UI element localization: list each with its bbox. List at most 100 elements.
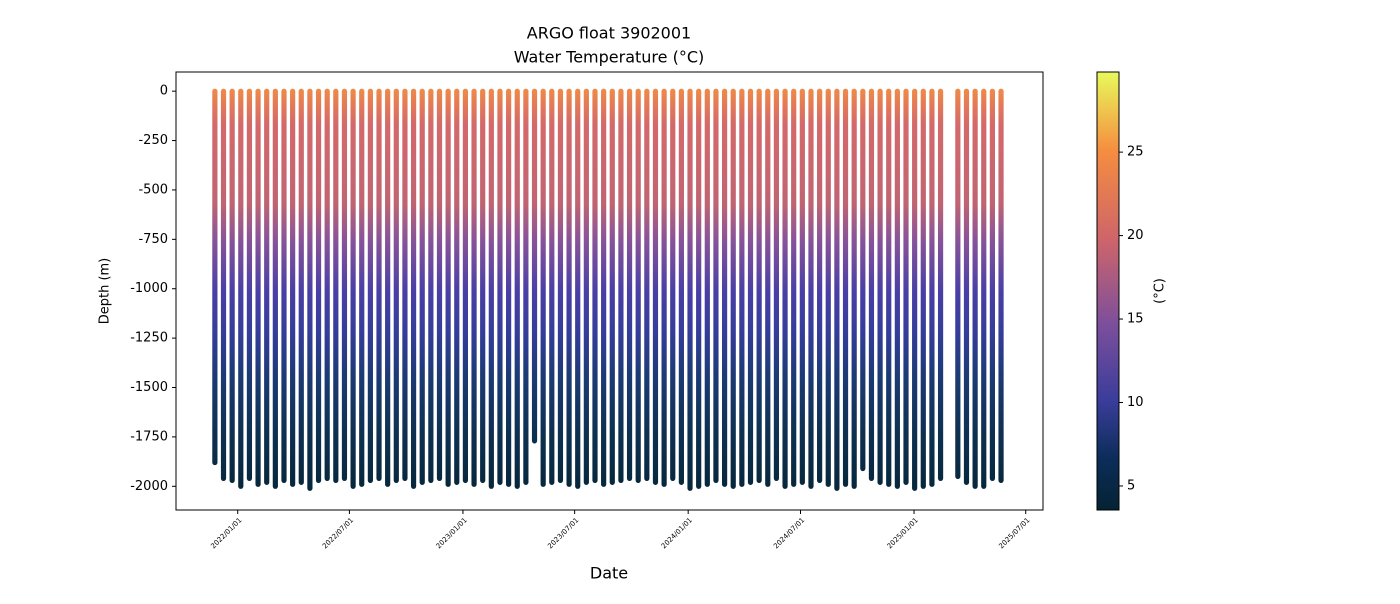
y-tick-label: 0 xyxy=(160,84,168,99)
profile xyxy=(989,88,995,481)
profile xyxy=(670,88,676,481)
profile xyxy=(955,88,961,480)
plot-frame xyxy=(175,71,1044,511)
profile xyxy=(687,88,693,491)
y-tick-label: -1000 xyxy=(130,281,168,296)
colorbar xyxy=(1096,71,1120,511)
profile xyxy=(678,88,684,485)
y-tick-label: -250 xyxy=(138,133,168,148)
profile xyxy=(385,88,391,487)
y-tick-label: -2000 xyxy=(130,479,168,494)
profile xyxy=(462,88,469,483)
profile xyxy=(255,88,261,487)
profile xyxy=(272,88,278,489)
profile xyxy=(307,88,313,491)
profile xyxy=(868,88,875,481)
profile xyxy=(454,88,460,485)
profile xyxy=(765,88,771,487)
profile xyxy=(860,88,866,472)
profile xyxy=(333,88,339,483)
y-tick-label: -1250 xyxy=(130,331,168,346)
profile xyxy=(601,88,607,487)
profile xyxy=(488,88,494,489)
profile xyxy=(359,88,365,487)
profile xyxy=(618,88,624,483)
profile xyxy=(549,88,555,485)
profile xyxy=(747,88,754,485)
profile xyxy=(842,88,849,487)
chart-title: ARGO float 3902001 xyxy=(527,24,691,43)
x-tick-label: 2025/07/01 xyxy=(997,516,1031,550)
profile xyxy=(886,88,892,487)
colorbar-tick-label: 15 xyxy=(1127,312,1144,327)
profile xyxy=(557,88,564,483)
profile xyxy=(894,88,900,489)
profile xyxy=(281,88,287,483)
x-tick-label: 2024/01/01 xyxy=(660,516,694,550)
profile xyxy=(566,88,572,487)
profile xyxy=(436,88,443,481)
colorbar-tick-label: 5 xyxy=(1127,478,1135,493)
profile xyxy=(877,88,883,485)
profile xyxy=(514,88,520,489)
profile xyxy=(523,88,529,485)
profile xyxy=(817,88,823,483)
profile xyxy=(531,88,538,444)
profile xyxy=(851,88,857,489)
x-axis-label: Date xyxy=(590,564,628,583)
profile xyxy=(773,88,780,481)
y-tick-label: -1500 xyxy=(130,380,168,395)
profile xyxy=(825,88,831,487)
profile xyxy=(652,88,659,485)
y-axis-label: Depth (m) xyxy=(98,258,113,325)
profile xyxy=(609,88,615,485)
x-tick-label: 2023/01/01 xyxy=(435,516,469,550)
profile xyxy=(402,88,408,481)
x-tick-label: 2023/07/01 xyxy=(546,516,580,550)
profile xyxy=(367,88,373,483)
profile xyxy=(324,88,330,481)
profile xyxy=(506,88,512,487)
colorbar-tick-label: 25 xyxy=(1127,145,1144,160)
profile xyxy=(626,88,633,481)
profile xyxy=(920,88,926,489)
profile xyxy=(428,88,434,483)
profile xyxy=(480,88,486,483)
profile xyxy=(739,88,745,487)
profile xyxy=(238,88,244,489)
profile xyxy=(756,88,762,483)
chart-subtitle: Water Temperature (°C) xyxy=(514,48,704,67)
profile xyxy=(661,88,667,487)
colorbar-tick-label: 10 xyxy=(1127,395,1144,410)
profile xyxy=(998,88,1004,483)
profile xyxy=(445,88,451,487)
profile xyxy=(937,88,944,481)
profile xyxy=(229,88,235,483)
profile xyxy=(497,88,503,485)
profile xyxy=(730,88,736,489)
profile xyxy=(929,88,935,487)
profile xyxy=(376,88,382,481)
profile xyxy=(350,88,356,489)
profile xyxy=(290,88,296,487)
profile xyxy=(972,88,978,489)
profile xyxy=(419,88,425,485)
profile xyxy=(315,88,322,483)
profile xyxy=(963,88,970,485)
profile xyxy=(575,88,581,489)
profile xyxy=(834,88,840,491)
profile xyxy=(471,88,477,487)
profile xyxy=(808,88,814,489)
colorbar-label: (°C) xyxy=(1153,278,1168,304)
profile xyxy=(410,88,417,489)
profile xyxy=(644,88,650,481)
x-tick-label: 2022/07/01 xyxy=(321,516,355,550)
profile xyxy=(298,88,304,485)
profile xyxy=(721,88,728,487)
profile xyxy=(713,88,719,483)
profile xyxy=(540,88,546,487)
profile xyxy=(782,88,788,489)
x-tick-label: 2025/01/01 xyxy=(886,516,920,550)
profile xyxy=(592,88,598,483)
